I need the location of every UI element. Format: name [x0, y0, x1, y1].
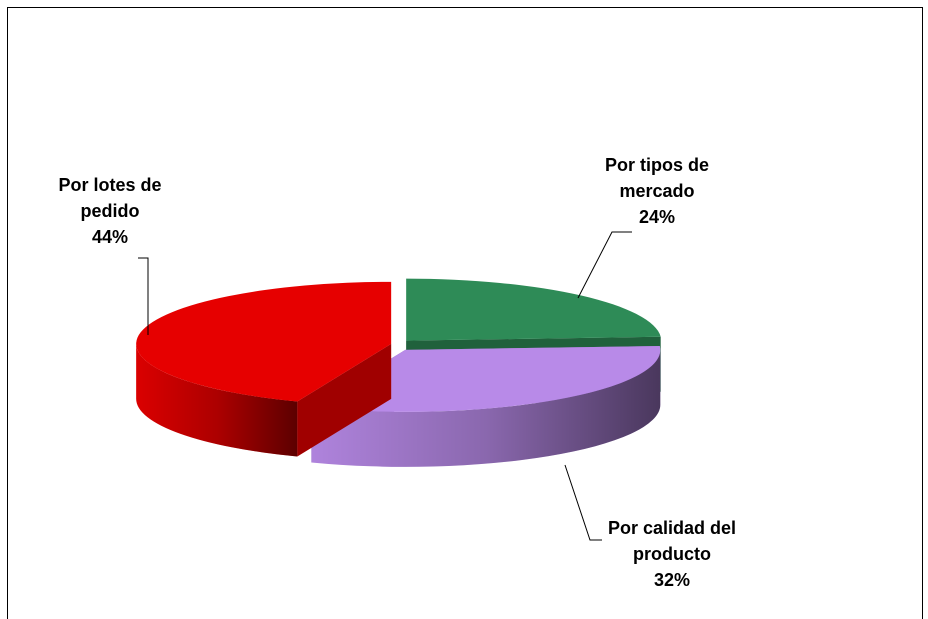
- value-label: 32%: [653, 570, 691, 590]
- leader-line: [577, 231, 632, 299]
- slice: [406, 278, 661, 341]
- category-label: Por calidad del producto: [607, 518, 737, 564]
- data-label: Por tipos de mercado 24%: [557, 152, 757, 230]
- slice-face: [297, 343, 392, 457]
- slice-side-shade: [311, 349, 661, 467]
- slice-side-shade: [136, 343, 298, 457]
- slice: [136, 281, 392, 402]
- leader-line: [138, 257, 149, 335]
- value-label: 24%: [638, 207, 676, 227]
- slice-face-shade: [297, 343, 392, 457]
- slice: [311, 345, 661, 412]
- leader-line: [564, 464, 602, 541]
- category-label: Por tipos de mercado: [604, 155, 709, 201]
- data-label: Por lotes de pedido 44%: [10, 172, 210, 250]
- data-label: Por calidad del producto 32%: [572, 515, 772, 593]
- category-label: Por lotes de pedido: [58, 175, 162, 221]
- value-label: 44%: [91, 227, 129, 247]
- frame: [7, 7, 923, 619]
